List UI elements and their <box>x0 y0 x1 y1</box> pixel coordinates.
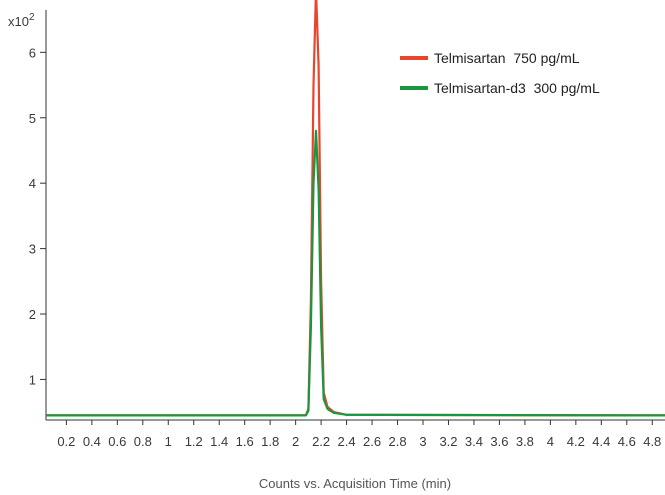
y-tick-label: 6 <box>29 45 36 60</box>
x-tick-label: 4.6 <box>618 434 636 449</box>
x-tick-label: 2.2 <box>312 434 330 449</box>
x-tick-label: 3.2 <box>439 434 457 449</box>
x-tick-label: 3 <box>419 434 426 449</box>
x-tick-label: 1.4 <box>210 434 228 449</box>
x-tick-label: 3.6 <box>490 434 508 449</box>
x-tick-label: 0.2 <box>57 434 75 449</box>
x-tick-label: 4.2 <box>567 434 585 449</box>
y-tick-label: 4 <box>29 176 36 191</box>
series-lines <box>46 0 665 417</box>
x-tick-label: 2.4 <box>338 434 356 449</box>
y-tick-label: 2 <box>29 307 36 322</box>
legend-label: Telmisartan-d3 300 pg/mL <box>434 80 600 96</box>
x-tick-label: 0.4 <box>83 434 101 449</box>
y-tick-label: 3 <box>29 242 36 257</box>
x-tick-label: 3.4 <box>465 434 483 449</box>
x-tick-label: 2.8 <box>388 434 406 449</box>
x-tick-label: 4.8 <box>643 434 661 449</box>
x-axis-title: Counts vs. Acquisition Time (min) <box>259 476 451 491</box>
x-tick-label: 4 <box>547 434 554 449</box>
y-multiplier-label: x102 <box>8 12 35 29</box>
x-tick-label: 2 <box>292 434 299 449</box>
legend: Telmisartan 750 pg/mL Telmisartan-d3 300 … <box>400 50 600 96</box>
y-ticks: 1 2 3 4 5 6 <box>29 45 46 387</box>
x-tick-label: 0.6 <box>108 434 126 449</box>
x-tick-label: 1.6 <box>236 434 254 449</box>
x-ticks: 0.2 0.4 0.6 0.8 1 1.2 1.4 1.6 1.8 2 2.2 2.4 2.6 2.8 3 3… <box>57 420 661 449</box>
y-multiplier-exponent: 2 <box>29 12 35 23</box>
series-line-telmisartan-d3 <box>46 129 665 417</box>
x-tick-label: 1.2 <box>185 434 203 449</box>
x-tick-label: 2.6 <box>363 434 381 449</box>
legend-label: Telmisartan 750 pg/mL <box>434 50 580 66</box>
y-tick-label: 1 <box>29 372 36 387</box>
x-tick-label: 4.4 <box>592 434 610 449</box>
x-tick-label: 1 <box>165 434 172 449</box>
y-tick-label: 5 <box>29 111 36 126</box>
x-tick-label: 3.8 <box>516 434 534 449</box>
x-tick-label: 0.8 <box>134 434 152 449</box>
x-tick-label: 1.8 <box>261 434 279 449</box>
